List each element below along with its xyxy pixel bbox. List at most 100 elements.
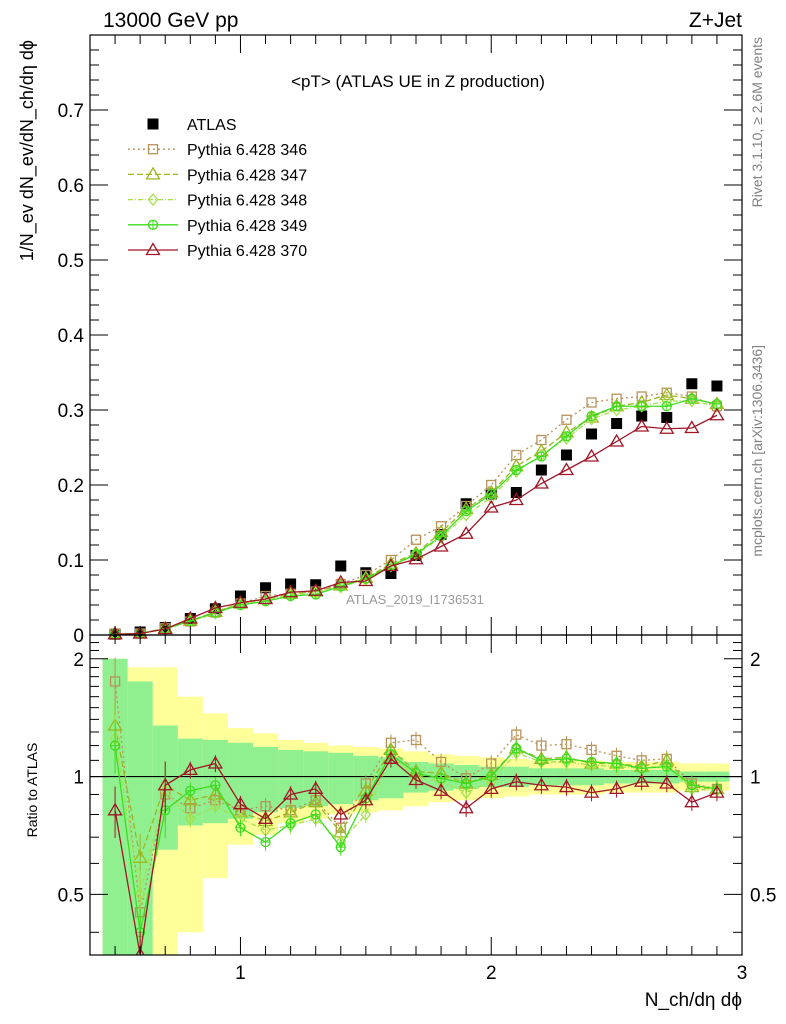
ratio-point-4-18 [561, 753, 572, 764]
ratio-point-5-17 [533, 777, 550, 791]
legend-entry-5: Pythia 6.428 370 [128, 242, 307, 260]
point-3-12 [410, 548, 422, 562]
point-1-19 [586, 397, 597, 408]
point-4-17 [536, 451, 547, 462]
point-4-9 [335, 581, 346, 592]
legend-label-4: Pythia 6.428 349 [187, 218, 307, 235]
ratio-point-5-15 [483, 781, 499, 795]
ratio-tick-label-right: 1 [750, 768, 761, 789]
ratio-point-5-12 [408, 772, 424, 786]
ratio-point-4-6 [260, 836, 271, 848]
point-5-20 [608, 433, 625, 447]
data-point-7 [285, 578, 297, 590]
legend-entry-2: Pythia 6.428 347 [128, 166, 307, 184]
point-4-7 [285, 590, 296, 602]
ratio-point-4-8 [310, 809, 321, 820]
point-4-15 [486, 488, 497, 500]
point-5-18 [558, 462, 575, 476]
ratio-point-5-18 [558, 779, 575, 793]
data-point-9 [335, 560, 347, 572]
point-5-21 [634, 418, 650, 432]
point-4-20 [611, 401, 622, 412]
ratio-point-5-6 [257, 811, 274, 824]
ratio-band-inner-9 [328, 752, 354, 805]
legend-label-2: Pythia 6.428 347 [187, 167, 307, 184]
point-4-23 [686, 393, 697, 404]
legend-entry-4: Pythia 6.428 349 [128, 218, 307, 235]
ratio-point-4-5 [235, 822, 246, 833]
ratio-point-5-22 [659, 775, 675, 789]
ratio-point-4-3 [185, 785, 196, 796]
point-5-5 [232, 594, 249, 608]
ratio-point-5-10 [358, 792, 374, 806]
y-tick-label: 0.2 [58, 476, 84, 497]
legend: ATLAS Pythia 6.428 346 Pythia 6.428 347 Pyt… [128, 117, 307, 260]
ratio-tick-label: 2 [73, 650, 84, 671]
point-4-24 [711, 398, 723, 410]
ratio-point-5-24 [709, 784, 725, 798]
ratio-point-4-20 [611, 758, 622, 769]
point-4-14 [461, 506, 472, 517]
point-5-7 [282, 584, 299, 598]
point-5-4 [207, 600, 224, 614]
point-5-11 [383, 558, 399, 572]
x-tick-label: 3 [737, 963, 748, 984]
ratio-point-5-9 [333, 806, 349, 820]
ratio-point-5-14 [458, 800, 474, 814]
point-5-23 [684, 420, 700, 434]
point-5-3 [182, 610, 198, 624]
ratio-point-5-16 [508, 773, 524, 787]
ratio-point-4-14 [461, 778, 472, 789]
ratio-point-4-21 [636, 763, 647, 774]
legend-entry-3: Pythia 6.428 348 [128, 193, 307, 210]
point-3-20 [611, 403, 622, 417]
point-5-8 [308, 582, 324, 596]
ratio-point-3-10 [360, 807, 372, 822]
ratio-point-1-12 [410, 734, 422, 746]
ratio-point-1-17 [536, 740, 547, 751]
ratio-point-4-16 [511, 743, 522, 754]
point-3-14 [460, 508, 472, 522]
point-5-17 [533, 475, 550, 489]
ratio-point-4-9 [335, 842, 346, 853]
x-tick-label: 2 [486, 963, 497, 984]
ratio-point-2-1 [132, 850, 148, 863]
main-panel: 0 0.1 0.2 0.3 0.4 0.5 0.6 0.7 <pT> (ATLAS UE in… [17, 34, 743, 647]
point-1-12 [410, 534, 422, 545]
ratio-point-4-0 [109, 740, 121, 751]
data-point-20 [611, 418, 623, 429]
point-5-10 [358, 573, 374, 587]
data-point-18 [560, 449, 572, 461]
legend-marker-3 [147, 193, 159, 207]
ratio-point-4-17 [536, 755, 547, 766]
ratio-point-5-0 [107, 802, 123, 816]
y-tick-label: 0.4 [58, 326, 85, 347]
x-axis-label: N_ch/dη dϕ [645, 990, 742, 1011]
point-1-13 [435, 521, 447, 532]
ratio-point-1-16 [511, 729, 522, 740]
y-tick-label: 0.1 [58, 551, 84, 572]
data-point-23 [686, 378, 698, 390]
point-1-18 [561, 414, 572, 425]
ratio-point-5-4 [207, 755, 224, 769]
ratio-point-2-3 [182, 792, 198, 806]
point-4-22 [661, 401, 672, 412]
ratio-point-5-13 [433, 782, 449, 796]
x-tick-label: 1 [235, 963, 246, 984]
y-tick-label: 0.6 [58, 176, 84, 197]
ratio-point-5-3 [182, 762, 198, 776]
main-plot-marks [107, 378, 725, 641]
y-tick-label: 0.3 [58, 401, 84, 422]
ratio-point-5-2 [157, 777, 173, 791]
data-point-11 [385, 568, 397, 579]
data-point-19 [586, 428, 598, 440]
y-tick-label: 0.5 [58, 251, 84, 272]
point-5-9 [333, 574, 349, 588]
data-point-22 [661, 412, 673, 423]
point-5-12 [408, 551, 424, 565]
y-tick-label: 0 [73, 626, 84, 647]
ratio-tick-label: 0.5 [58, 885, 84, 906]
ratio-point-3-4 [210, 799, 221, 813]
ratio-tick-label: 1 [73, 768, 84, 789]
ratio-point-4-7 [285, 818, 296, 829]
